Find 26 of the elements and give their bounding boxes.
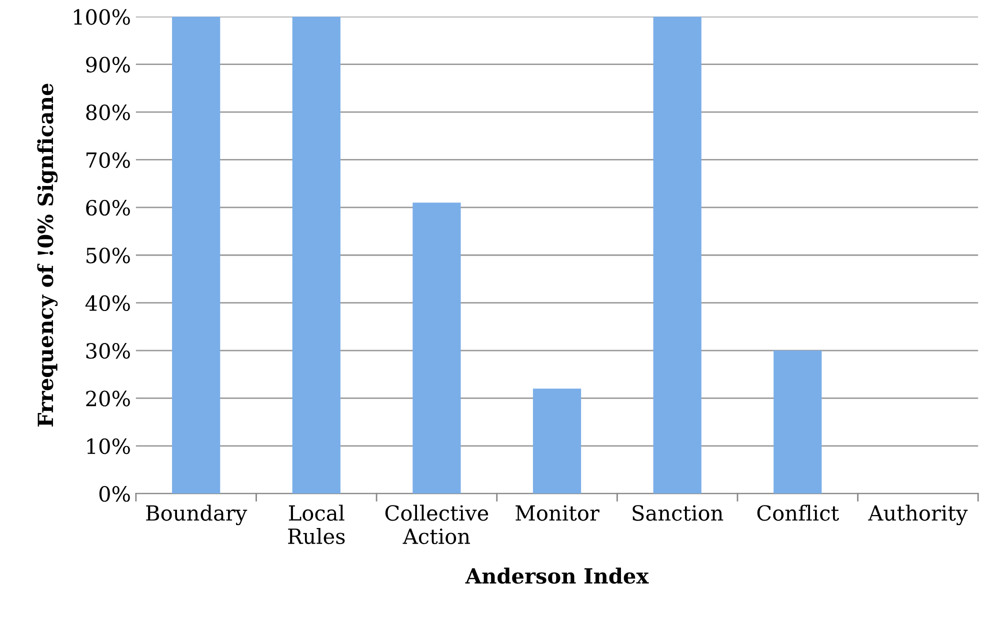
y-tick-label: 60% [86, 200, 130, 216]
x-tick-label: Sanction [632, 505, 724, 521]
x-tick-label: Monitor [516, 505, 600, 521]
y-axis-title: Frrequency of !0% Signficane [37, 84, 58, 427]
bar [412, 202, 461, 494]
x-tick-label: Authority [868, 504, 968, 526]
x-tick-label: Collective Action [385, 504, 488, 544]
x-tick-label: Local Rules [288, 504, 345, 544]
x-tick-label: Boundary [146, 504, 248, 526]
bar [172, 16, 220, 494]
bar [532, 388, 582, 494]
y-tick-label: 100% [74, 9, 130, 25]
x-axis-title: Anderson Index [465, 568, 649, 584]
bar [292, 16, 340, 494]
y-tick-label: 0% [99, 486, 130, 502]
y-tick-label: 50% [86, 248, 130, 264]
y-tick-label: 10% [87, 438, 130, 454]
y-tick-label: 80% [86, 104, 130, 120]
y-tick-label: 30% [86, 342, 130, 359]
bar [774, 350, 822, 494]
y-tick-label: 40% [85, 295, 130, 312]
x-tick-label: Conflict [757, 504, 839, 521]
bar [653, 16, 702, 494]
y-tick-label: 20% [86, 390, 130, 406]
y-tick-label: 90% [86, 56, 130, 73]
y-tick-label: 70% [86, 152, 130, 168]
